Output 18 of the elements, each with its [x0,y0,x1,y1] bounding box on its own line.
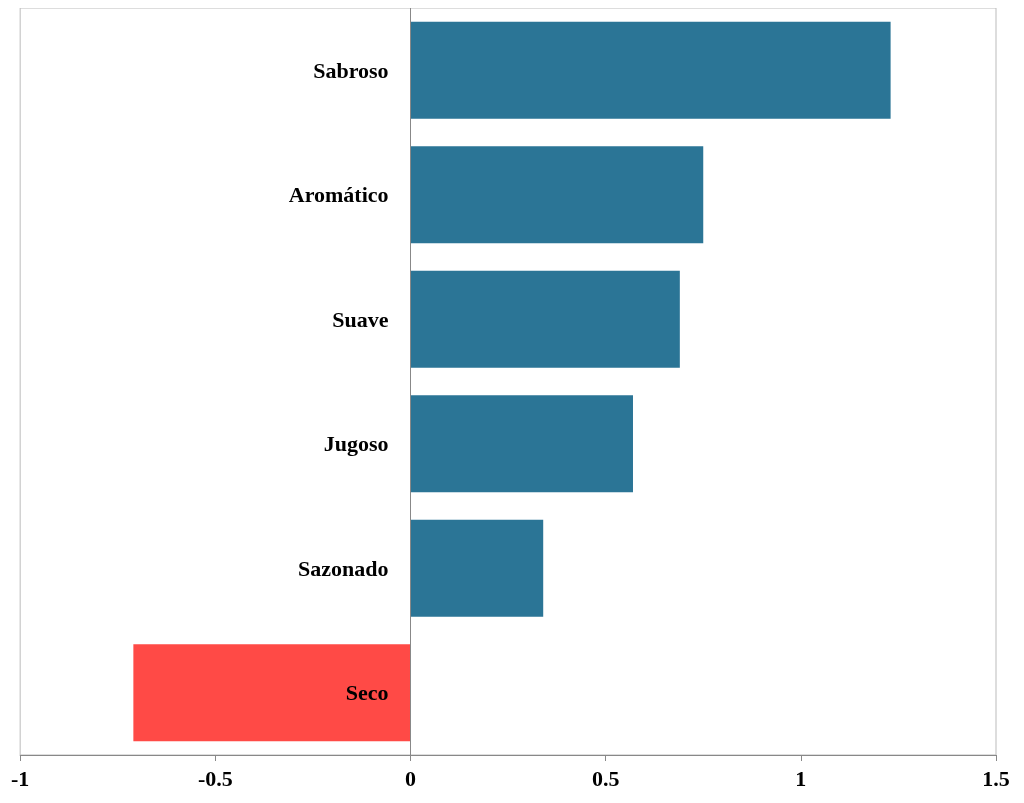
bar [410,519,544,617]
y-tick-label: Jugoso [323,431,389,457]
x-tick-label: 1 [795,765,807,791]
bar [410,146,704,244]
x-tick-label: 0.5 [591,765,620,791]
y-tick-label: Sabroso [313,57,389,83]
bar [410,21,891,119]
y-tick-label: Sazonado [298,555,389,581]
x-tick-label: 1.5 [982,765,1010,791]
bar [133,644,411,742]
y-tick-label: Aromático [288,182,389,208]
x-tick-label: -0.5 [197,765,233,791]
bar [410,395,633,493]
x-tick-label: -1 [11,765,30,791]
bar [410,270,680,368]
y-tick-label: Seco [345,680,389,706]
y-tick-label: Suave [332,306,389,332]
x-tick-label: 0 [405,765,416,791]
